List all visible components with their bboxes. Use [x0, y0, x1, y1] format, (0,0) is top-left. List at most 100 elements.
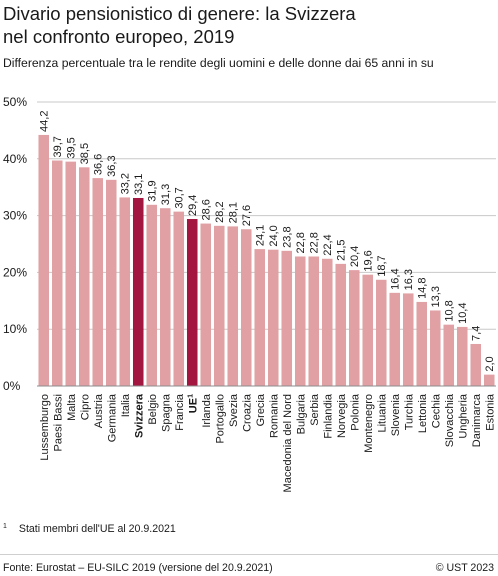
- bar: [105, 179, 117, 386]
- bar-value-label: 18,7: [376, 255, 388, 276]
- x-tick-label: Italia: [120, 393, 132, 417]
- bar-value-label: 44,2: [39, 111, 51, 132]
- bar-value-label: 28,1: [228, 202, 240, 223]
- y-tick-label: 10%: [3, 322, 27, 336]
- x-tick-label: UE1: [187, 394, 199, 413]
- x-tick-label: Lettonia: [417, 393, 429, 433]
- bar: [173, 211, 185, 386]
- bar: [335, 263, 347, 386]
- chart-title: Divario pensionistico di genere: la Sviz…: [3, 2, 483, 48]
- bar-value-label: 39,5: [66, 137, 78, 158]
- x-tick-label: Portogallo: [214, 394, 226, 444]
- x-tick-label: Turchia: [403, 393, 415, 430]
- bar-value-label: 24,0: [268, 225, 280, 246]
- bar: [402, 293, 414, 386]
- bar: [308, 256, 320, 386]
- bar-value-label: 16,3: [403, 269, 415, 290]
- bar: [38, 134, 50, 386]
- bar: [375, 279, 387, 386]
- bar-value-label: 19,6: [363, 250, 375, 271]
- bar: [321, 258, 333, 386]
- bar: [348, 270, 360, 386]
- bar-value-label: 39,7: [52, 136, 64, 157]
- x-tick-label: Montenegro: [363, 394, 375, 453]
- x-tick-label: Germania: [106, 393, 118, 442]
- bar-value-label: 33,1: [133, 174, 145, 195]
- bar-value-label: 29,4: [187, 195, 199, 216]
- x-tick-label: Grecia: [255, 393, 267, 426]
- bar-value-label: 21,5: [336, 239, 348, 260]
- bar: [443, 324, 455, 386]
- bar: [470, 343, 482, 386]
- bar: [92, 178, 104, 386]
- bar: [200, 223, 212, 386]
- bar-value-label: 2,0: [484, 356, 496, 371]
- y-tick-label: 20%: [3, 265, 27, 279]
- x-tick-label: Slovenia: [390, 393, 402, 436]
- x-tick-superscript: 1: [187, 394, 194, 398]
- y-tick-label: 40%: [3, 152, 27, 166]
- footer-divider: [0, 554, 498, 555]
- bar: [456, 326, 468, 386]
- bar-value-label: 23,8: [282, 226, 294, 247]
- x-tick-label: Svizzera: [133, 393, 145, 438]
- footnote-text: Stati membri dell'UE al 20.9.2021: [18, 523, 176, 535]
- bar-value-label: 31,3: [160, 184, 172, 205]
- x-tick-label: Paesi Bassi: [52, 394, 64, 451]
- bar: [65, 161, 77, 386]
- bar: [119, 197, 131, 386]
- x-tick-label: Ungheria: [457, 393, 469, 439]
- x-tick-label: Bulgaria: [295, 393, 307, 434]
- bar: [483, 374, 495, 386]
- bar: [213, 225, 225, 386]
- bar-value-label: 13,3: [430, 286, 442, 307]
- x-tick-label: Slovacchia: [444, 393, 456, 447]
- bar-value-label: 22,4: [322, 234, 334, 255]
- bar: [416, 301, 428, 386]
- bar-value-label: 24,1: [255, 225, 267, 246]
- x-tick-label: Polonia: [349, 393, 361, 431]
- bar-value-label: 36,3: [106, 155, 118, 176]
- footnote-marker: 1: [3, 523, 7, 530]
- bar-value-label: 10,8: [444, 300, 456, 321]
- bar: [132, 197, 144, 386]
- bar: [362, 274, 374, 386]
- chart-title-line2: nel confronto europeo, 2019: [3, 26, 235, 47]
- bar-value-label: 33,2: [120, 173, 132, 194]
- x-tick-label: Norvegia: [336, 393, 348, 438]
- x-tick-label: Irlanda: [201, 393, 213, 428]
- bar-value-label: 16,4: [390, 268, 402, 289]
- footnote: 1 Stati membri dell'UE al 20.9.2021: [3, 523, 176, 535]
- bar: [429, 310, 441, 386]
- x-tick-label: Cipro: [79, 394, 91, 420]
- bar-value-label: 36,6: [93, 154, 105, 175]
- x-tick-label: Austria: [93, 393, 105, 428]
- bar: [159, 208, 171, 386]
- x-tick-label: Danimarca: [471, 393, 483, 447]
- x-tick-label: Spagna: [160, 393, 172, 432]
- bar: [294, 256, 306, 386]
- x-tick-label: Serbia: [309, 393, 321, 426]
- bar-value-label: 28,6: [201, 199, 213, 220]
- x-tick-label: Lituania: [376, 393, 388, 432]
- chart-title-line1: Divario pensionistico di genere: la Sviz…: [3, 3, 356, 24]
- bar-value-label: 30,7: [174, 187, 186, 208]
- y-tick-label: 30%: [3, 209, 27, 223]
- x-tick-label: Estonia: [484, 393, 496, 431]
- bar: [240, 229, 252, 386]
- bar-value-label: 28,2: [214, 201, 226, 222]
- x-tick-label: Svezia: [228, 393, 240, 427]
- bar: [227, 226, 239, 386]
- x-tick-label: Malta: [66, 393, 78, 421]
- bar: [281, 250, 293, 386]
- x-tick-label: Romania: [268, 393, 280, 438]
- chart-subtitle: Differenza percentuale tra le rendite de…: [3, 56, 434, 70]
- bar-value-label: 7,4: [471, 326, 483, 341]
- bar: [186, 219, 198, 386]
- bar: [267, 249, 279, 386]
- x-tick-label: Cechia: [430, 393, 442, 428]
- source-note: Fonte: Eurostat – EU-SILC 2019 (versione…: [3, 562, 273, 574]
- x-tick-label: Lussemburgo: [39, 394, 51, 461]
- bar-value-label: 10,4: [457, 303, 469, 324]
- bar-value-label: 27,6: [241, 205, 253, 226]
